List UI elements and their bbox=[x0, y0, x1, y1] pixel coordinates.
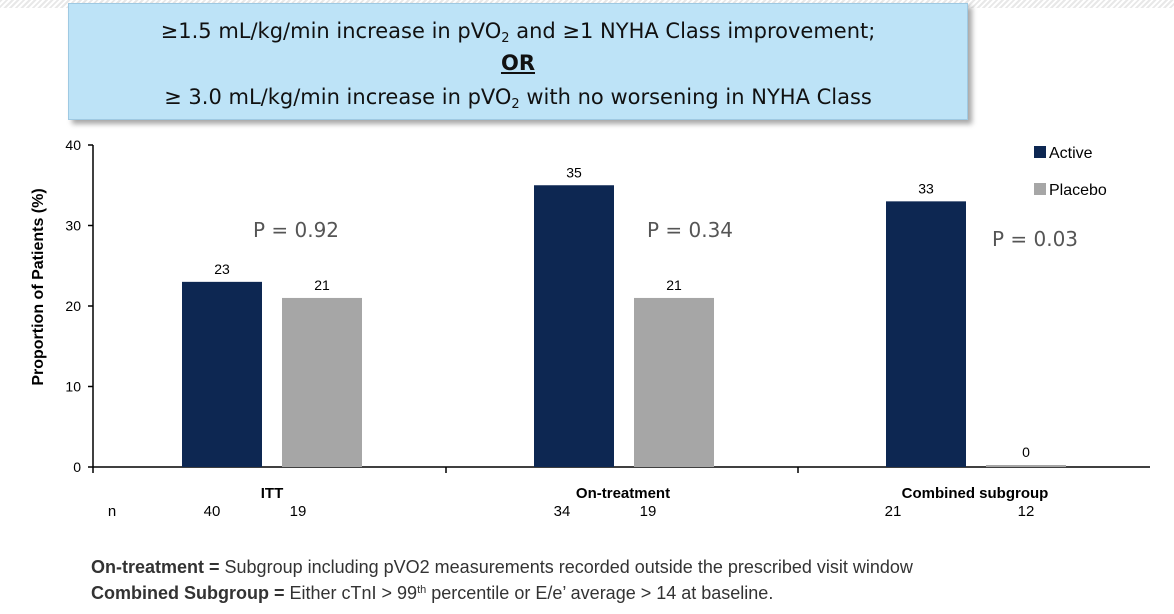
footnote-combined-superscript: th bbox=[417, 584, 427, 596]
bar-active-2 bbox=[534, 185, 614, 467]
footnote-on-treatment: On-treatment = Subgroup including pVO2 m… bbox=[91, 557, 913, 578]
bar-active-1 bbox=[182, 281, 262, 467]
bar-value-label: 21 bbox=[666, 277, 682, 293]
n-row-label: n bbox=[108, 503, 116, 520]
y-tick-label: 0 bbox=[73, 459, 81, 475]
criteria-line-2-suffix: with no worsening in NYHA Class bbox=[519, 85, 872, 109]
p-value-label: P = 0.03 bbox=[992, 227, 1078, 251]
legend-label-placebo: Placebo bbox=[1049, 182, 1107, 199]
criteria-line-2-subscript: 2 bbox=[511, 97, 520, 112]
footnote-combined-text-a: Either cTnI > 99 bbox=[284, 583, 418, 603]
bar-value-label: 23 bbox=[214, 261, 230, 277]
criteria-or: OR bbox=[500, 51, 536, 75]
n-value-label: 19 bbox=[640, 503, 657, 520]
n-value-label: 34 bbox=[554, 503, 571, 520]
footnote-combined-text-b: percentile or E/e’ average > 14 at basel… bbox=[426, 583, 774, 603]
bar-placebo-2 bbox=[634, 297, 714, 467]
bar-value-label: 33 bbox=[918, 180, 934, 196]
footnote-combined-subgroup: Combined Subgroup = Either cTnI > 99th p… bbox=[91, 583, 773, 604]
bar-placebo-3 bbox=[986, 465, 1066, 467]
bar-value-label: 21 bbox=[314, 277, 330, 293]
bar-placebo-1 bbox=[282, 297, 362, 467]
n-value-label: 19 bbox=[290, 503, 307, 520]
n-value-label: 12 bbox=[1018, 503, 1035, 520]
footnote-on-treatment-text: Subgroup including pVO2 measurements rec… bbox=[219, 557, 913, 577]
n-value-label: 21 bbox=[885, 503, 902, 520]
footnote-on-treatment-term: On-treatment = bbox=[91, 557, 220, 577]
y-tick-label: 40 bbox=[65, 137, 81, 153]
legend-swatch-active bbox=[1034, 146, 1046, 158]
category-label: ITT bbox=[261, 485, 284, 502]
y-tick-label: 10 bbox=[65, 379, 81, 395]
category-label: On-treatment bbox=[576, 485, 670, 502]
n-value-label: 40 bbox=[204, 503, 221, 520]
category-label: Combined subgroup bbox=[902, 485, 1049, 502]
p-value-label: P = 0.34 bbox=[647, 218, 733, 242]
y-tick-label: 20 bbox=[65, 298, 81, 314]
legend-label-active: Active bbox=[1049, 145, 1093, 162]
y-tick-label: 30 bbox=[65, 218, 81, 234]
y-axis-label: Proportion of Patients (%) bbox=[30, 188, 47, 385]
criteria-line-2: ≥ 3.0 mL/kg/min increase in pVO2 with no… bbox=[69, 84, 967, 112]
criteria-line-2-text: ≥ 3.0 mL/kg/min increase in pVO bbox=[164, 85, 512, 109]
criteria-line-1: ≥1.5 mL/kg/min increase in pVO2 and ≥1 N… bbox=[69, 18, 967, 46]
bar-value-label: 35 bbox=[566, 164, 582, 180]
legend-swatch-placebo bbox=[1034, 183, 1046, 195]
bar-chart: 0 10 20 30 40 Proportion of Patients (%) 23 40 2… bbox=[30, 137, 1150, 520]
criteria-line-1-subscript: 2 bbox=[501, 31, 510, 46]
p-value-label: P = 0.92 bbox=[253, 218, 339, 242]
bar-active-3 bbox=[886, 201, 966, 467]
criteria-line-1-suffix: and ≥1 NYHA Class improvement; bbox=[509, 19, 876, 43]
criteria-box: ≥1.5 mL/kg/min increase in pVO2 and ≥1 N… bbox=[68, 3, 968, 120]
footnote-combined-term: Combined Subgroup = bbox=[91, 583, 285, 603]
criteria-line-1-text: ≥1.5 mL/kg/min increase in pVO bbox=[160, 19, 502, 43]
bar-value-label: 0 bbox=[1022, 444, 1030, 460]
